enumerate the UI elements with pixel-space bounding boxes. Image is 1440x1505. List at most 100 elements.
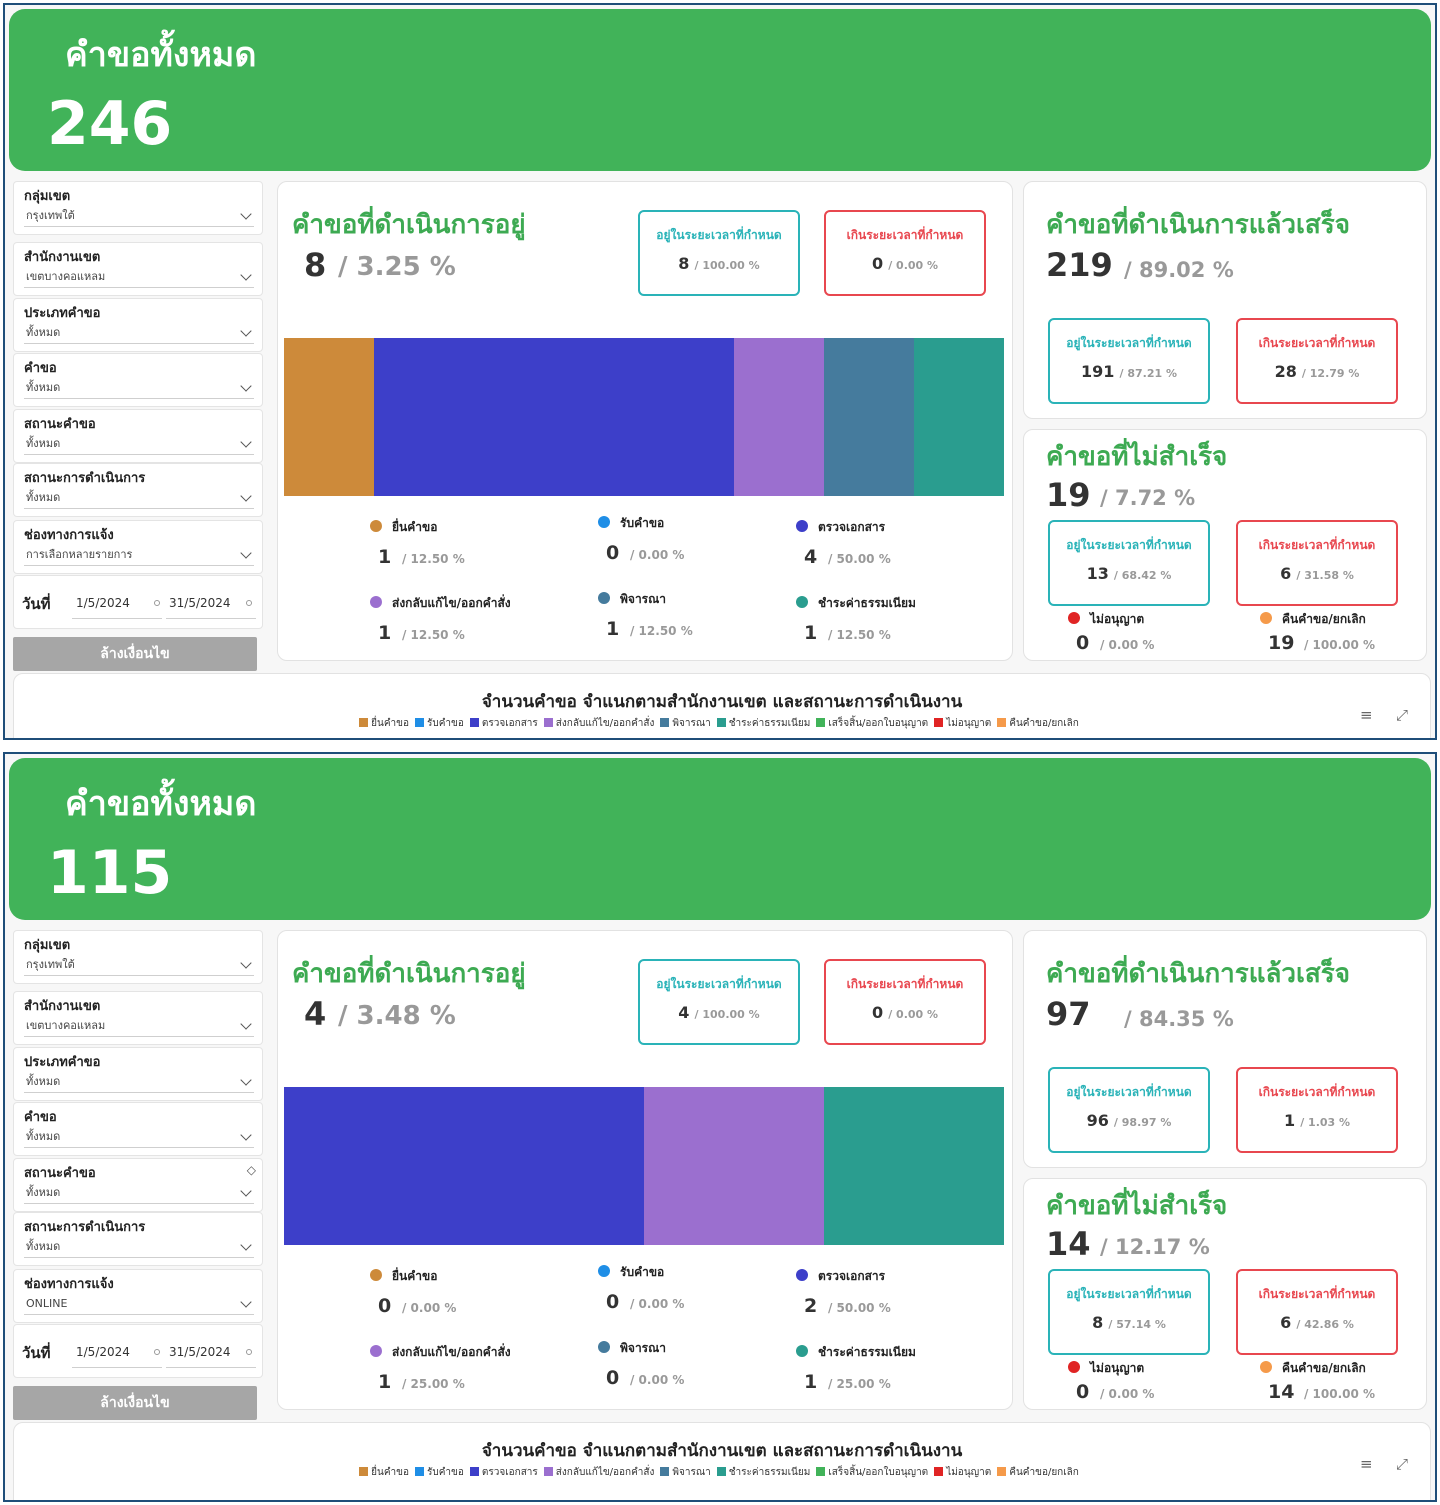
in-progress-over-time-count: 0	[871, 254, 884, 273]
filter-select[interactable]: ทั้งหมด	[24, 1073, 254, 1093]
bar-segment-2[interactable]	[284, 1087, 644, 1245]
legend-dot-icon	[598, 516, 610, 528]
date-label: วันที่	[22, 595, 51, 613]
in-progress-pct: / 3.48 %	[338, 1001, 456, 1031]
total-requests-title: คำขอทั้งหมด	[65, 784, 257, 824]
legend-swatch-icon	[816, 1467, 826, 1476]
date-from-input[interactable]: 1/5/2024	[76, 1345, 130, 1359]
filter-select[interactable]: กรุงเทพใต้	[24, 956, 254, 976]
legend-count: 14	[1268, 1381, 1295, 1403]
district-legend-item[interactable]: เสร็จสิ้น/ออกใบอนุญาต	[816, 1465, 928, 1480]
clear-filters-button[interactable]: ล้างเงื่อนไข	[13, 637, 257, 671]
failed-over-time-count: 6	[1280, 1313, 1292, 1332]
bar-segment-4[interactable]	[824, 338, 914, 496]
district-legend-item[interactable]: ยื่นคำขอ	[359, 716, 409, 731]
date-to-input[interactable]: 31/5/2024	[169, 596, 231, 610]
legend-pct: / 25.00 %	[402, 1377, 465, 1391]
district-legend-item[interactable]: คืนคำขอ/ยกเลิก	[997, 716, 1079, 731]
district-legend-item[interactable]: รับคำขอ	[415, 716, 464, 731]
filter-select[interactable]: ทั้งหมด	[24, 324, 254, 344]
in-progress-within-time-count: 8	[678, 254, 690, 273]
date-from-handle-icon[interactable]	[154, 600, 160, 606]
district-legend-item[interactable]: ส่งกลับแก้ไข/ออกคำสั่ง	[543, 1465, 654, 1480]
failed-over-time-values: 6 / 42.86 %	[1238, 1313, 1396, 1332]
failed-over-time-pct: / 31.58 %	[1296, 569, 1354, 582]
legend-dot-icon	[598, 592, 610, 604]
filter-4: สถานะคำขอ ทั้งหมด ◇	[13, 1158, 263, 1212]
legend-label: ตรวจเอกสาร	[481, 1467, 538, 1478]
filter-select[interactable]: ทั้งหมด	[24, 1238, 254, 1258]
legend-count: 2	[804, 1295, 818, 1317]
district-legend-item[interactable]: ตรวจเอกสาร	[469, 716, 538, 731]
district-legend-item[interactable]: คืนคำขอ/ยกเลิก	[997, 1465, 1079, 1480]
legend-swatch-icon	[934, 1467, 944, 1476]
legend-label: ตรวจเอกสาร	[481, 718, 538, 729]
date-from-handle-icon[interactable]	[154, 1349, 160, 1355]
chevron-down-icon	[240, 1239, 252, 1251]
failed-card: คำขอที่ไม่สำเร็จ 14 / 12.17 % อยู่ในระยะเวล…	[1023, 1178, 1427, 1410]
filter-select[interactable]: เขตบางคอแหลม	[24, 1017, 254, 1037]
date-from-input[interactable]: 1/5/2024	[76, 596, 130, 610]
district-legend-item[interactable]: ชำระค่าธรรมเนียม	[716, 716, 810, 731]
legend-label: รับคำขอ	[427, 718, 464, 729]
filter-select[interactable]: การเลือกหลายรายการ	[24, 546, 254, 566]
filter-icon[interactable]: ≡	[1360, 1455, 1373, 1473]
filter-select[interactable]: ทั้งหมด	[24, 1128, 254, 1148]
bar-segment-5[interactable]	[914, 338, 1004, 496]
filter-6: ช่องทางการแจ้ง ONLINE	[13, 1269, 263, 1323]
date-to-underline	[166, 618, 256, 619]
date-to-handle-icon[interactable]	[246, 600, 252, 606]
status-stacked-bar-chart	[284, 1087, 1004, 1245]
district-legend-item[interactable]: พิจารณา	[660, 1465, 711, 1480]
legend-pct: / 100.00 %	[1304, 638, 1376, 652]
district-legend-item[interactable]: ยื่นคำขอ	[359, 1465, 409, 1480]
dashboard-panel-2: คำขอทั้งหมด 115 กลุ่มเขต กรุงเทพใต้ สำนักงาน…	[3, 752, 1437, 1502]
filter-select[interactable]: ทั้งหมด	[24, 489, 254, 509]
legend-count: 0	[378, 1295, 392, 1317]
legend-count: 0	[1076, 1381, 1090, 1403]
chevron-down-icon	[240, 547, 252, 559]
legend-count: 19	[1268, 632, 1295, 654]
filter-select-value: กรุงเทพใต้	[26, 958, 75, 971]
bar-segment-3[interactable]	[644, 1087, 824, 1245]
district-legend-item[interactable]: ตรวจเอกสาร	[469, 1465, 538, 1480]
district-legend-item[interactable]: ไม่อนุญาต	[934, 1465, 991, 1480]
bar-segment-5[interactable]	[824, 1087, 1004, 1245]
filter-select[interactable]: ทั้งหมด	[24, 379, 254, 399]
filter-icon[interactable]: ≡	[1360, 706, 1373, 724]
expand-icon[interactable]: ⤢	[1396, 1455, 1409, 1473]
status-stacked-bar-chart	[284, 338, 1004, 496]
chevron-down-icon	[240, 1074, 252, 1086]
district-legend-item[interactable]: ส่งกลับแก้ไข/ออกคำสั่ง	[543, 716, 654, 731]
in-progress-within-time-count: 4	[678, 1003, 690, 1022]
completed-over-time-box: เกินระยะเวลาที่กำหนด 1 / 1.03 %	[1236, 1067, 1398, 1153]
district-legend-item[interactable]: ไม่อนุญาต	[934, 716, 991, 731]
legend-name: พิจารณา	[620, 592, 666, 606]
date-to-input[interactable]: 31/5/2024	[169, 1345, 231, 1359]
date-to-handle-icon[interactable]	[246, 1349, 252, 1355]
filter-select[interactable]: กรุงเทพใต้	[24, 207, 254, 227]
bar-segment-3[interactable]	[734, 338, 824, 496]
filter-select[interactable]: ทั้งหมด	[24, 1184, 254, 1204]
filter-select[interactable]: ONLINE	[24, 1295, 254, 1315]
filter-3: คำขอ ทั้งหมด	[13, 1102, 263, 1156]
district-legend-item[interactable]: รับคำขอ	[415, 1465, 464, 1480]
district-legend-item[interactable]: ชำระค่าธรรมเนียม	[716, 1465, 810, 1480]
failed-within-time-values: 8 / 57.14 %	[1050, 1313, 1208, 1332]
clear-filters-button[interactable]: ล้างเงื่อนไข	[13, 1386, 257, 1420]
expand-icon[interactable]: ⤢	[1396, 706, 1409, 724]
legend-dot-icon	[598, 1265, 610, 1277]
failed-over-time-label: เกินระยะเวลาที่กำหนด	[1258, 1287, 1376, 1301]
completed-within-time-label: อยู่ในระยะเวลาที่กำหนด	[1066, 336, 1192, 350]
eraser-icon[interactable]: ◇	[246, 1163, 256, 1177]
filter-label: สำนักงานเขต	[24, 250, 101, 265]
district-legend-item[interactable]: เสร็จสิ้น/ออกใบอนุญาต	[816, 716, 928, 731]
filter-select[interactable]: เขตบางคอแหลม	[24, 268, 254, 288]
legend-label: รับคำขอ	[427, 1467, 464, 1478]
bar-segment-2[interactable]	[374, 338, 734, 496]
filter-select[interactable]: ทั้งหมด	[24, 435, 254, 455]
completed-over-time-label: เกินระยะเวลาที่กำหนด	[1258, 336, 1376, 350]
bar-segment-0[interactable]	[284, 338, 374, 496]
filter-4: สถานะคำขอ ทั้งหมด	[13, 409, 263, 463]
district-legend-item[interactable]: พิจารณา	[660, 716, 711, 731]
